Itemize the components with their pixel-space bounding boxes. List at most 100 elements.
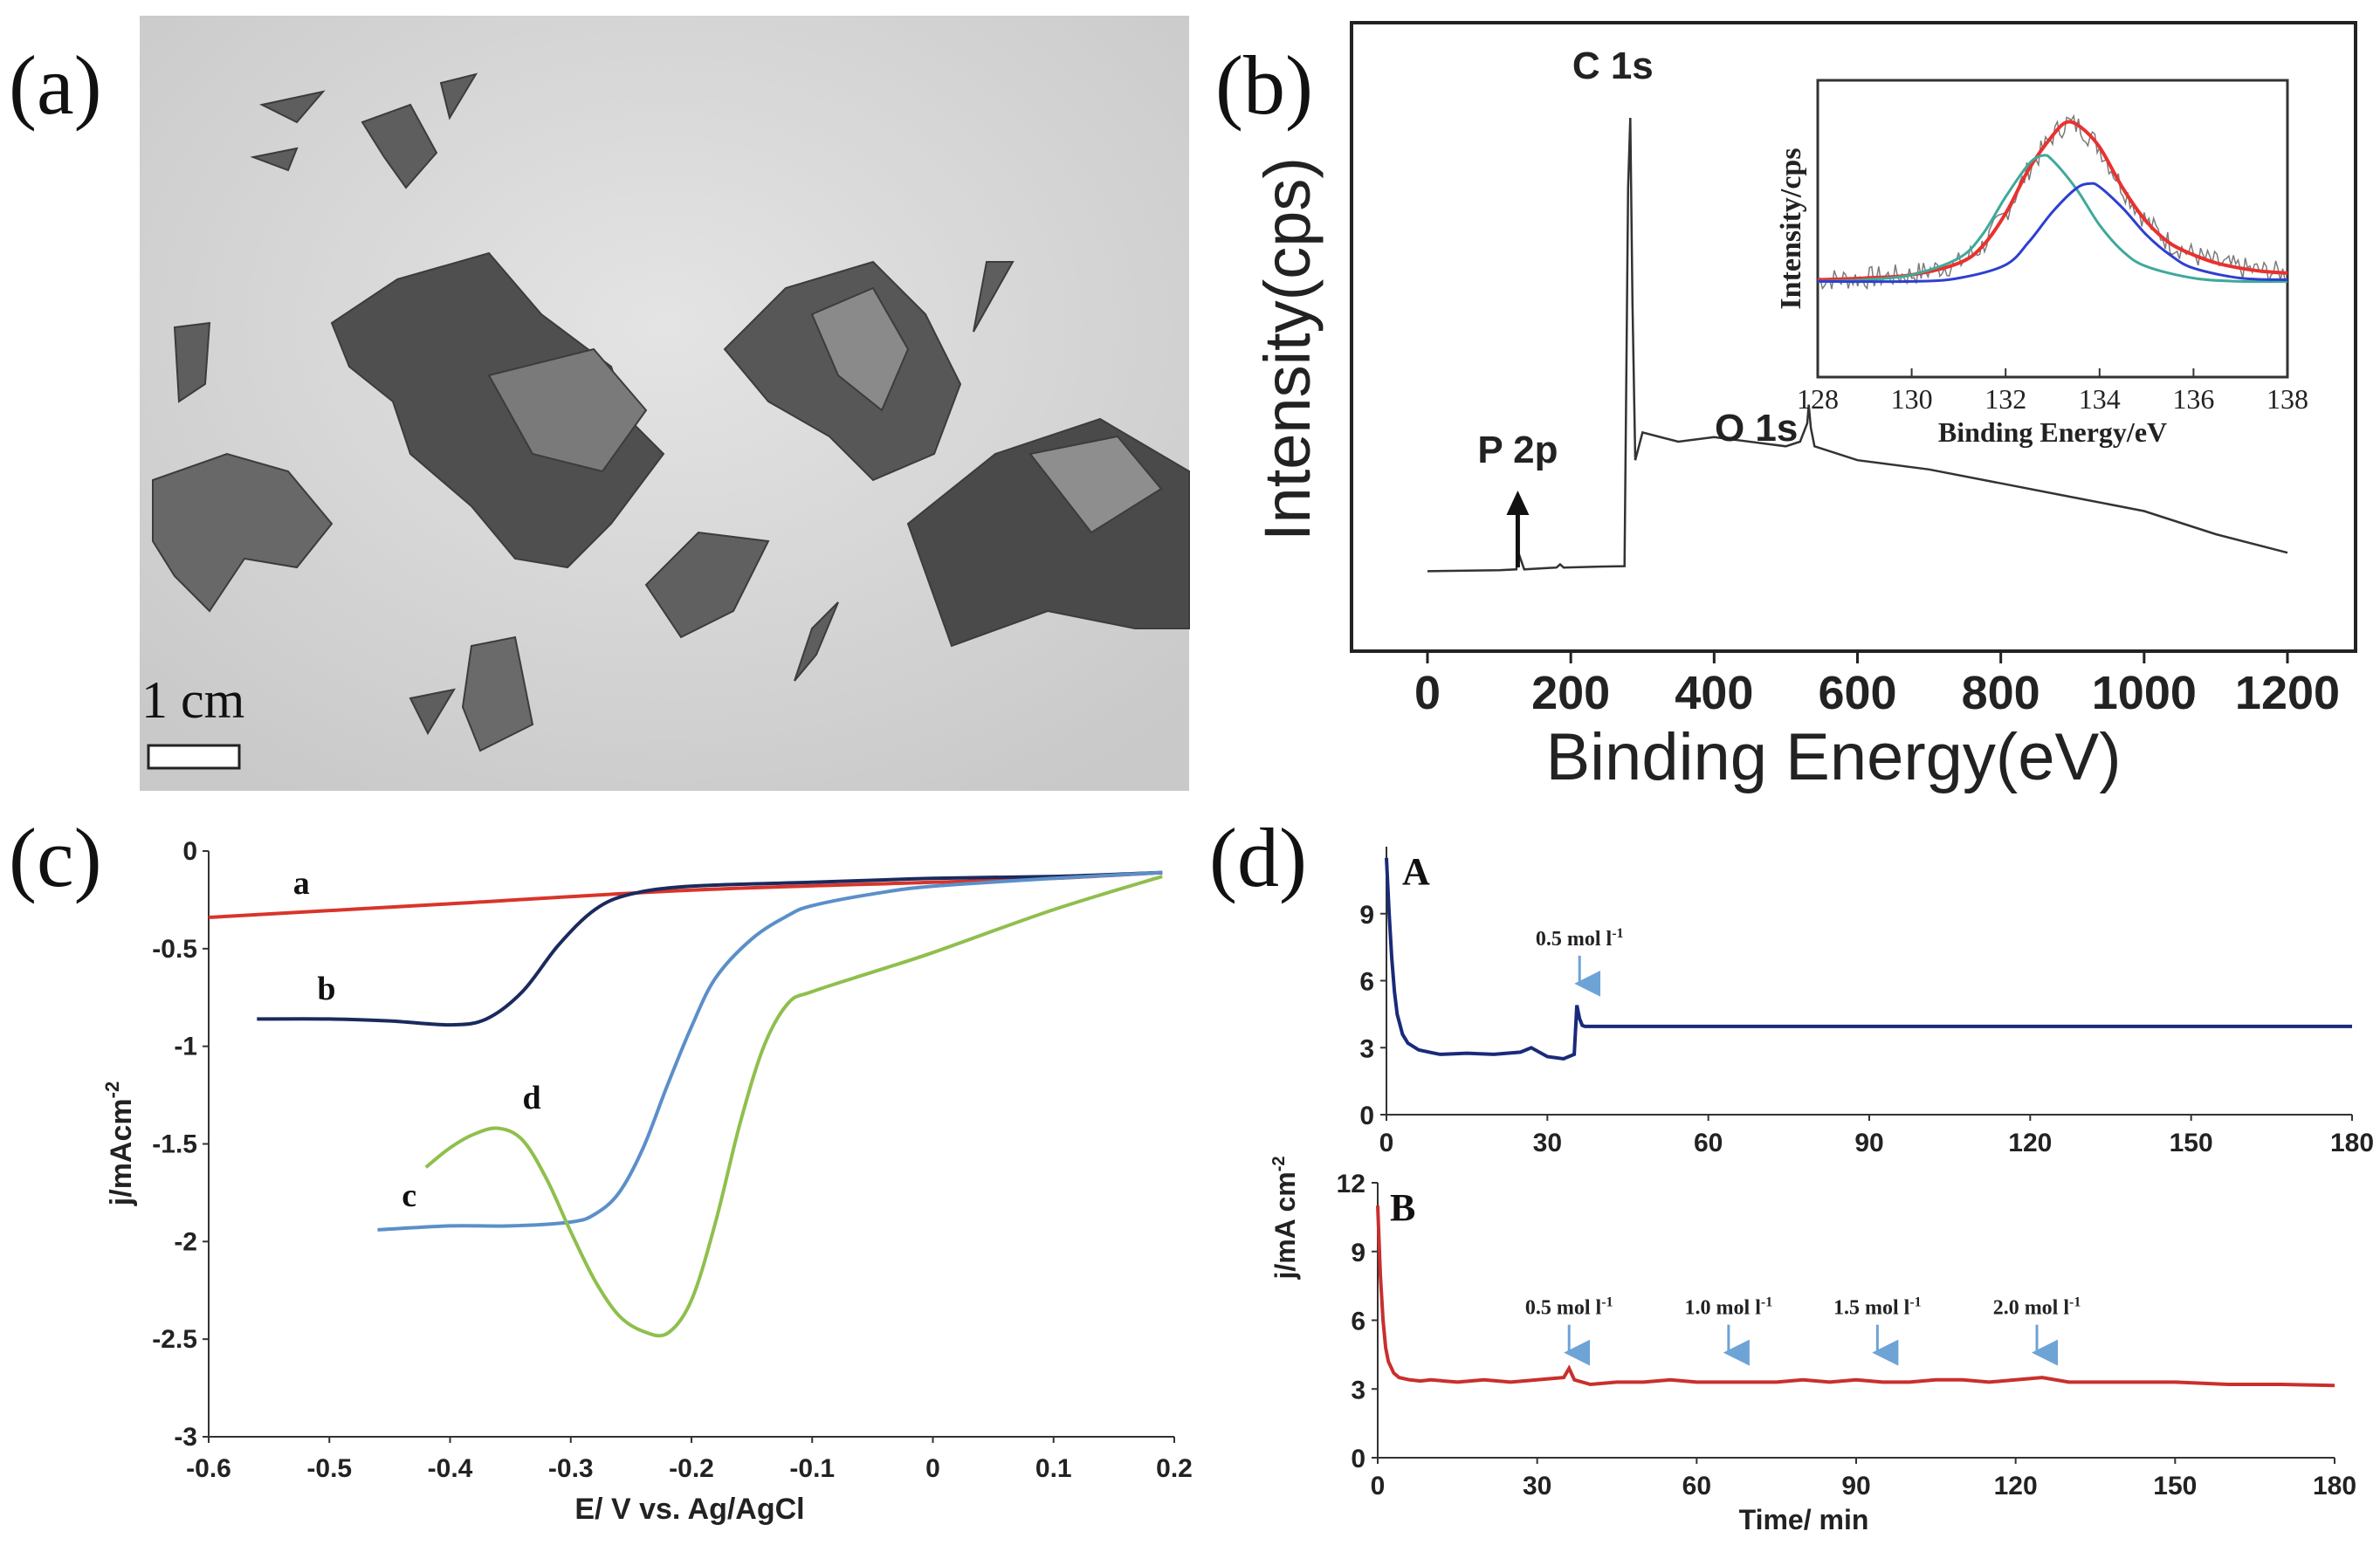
xps-inset-x-tick-label: 132 <box>1984 383 2026 415</box>
ca-y-label-text: j/mA cm <box>1269 1171 1301 1280</box>
xps-inset-envelope-line <box>1817 120 2288 282</box>
ca-a-y-tick-label: 0 <box>1359 1102 1374 1130</box>
ca-b-addition-markers: 0.5 mol l-1 1.0 mol l-1 1.5 mol l-1 2.0 mol… <box>1525 1295 2081 1366</box>
lsv-y-tick-label: -2.5 <box>152 1325 197 1354</box>
ca-y-axis-label: j/mA cm-2 <box>1269 1156 1301 1280</box>
xps-p2p-arrow <box>1506 491 1530 567</box>
xps-plot-frame <box>1350 21 2357 653</box>
xps-p2p-label: P 2p <box>1477 429 1558 471</box>
xps-c1s-label: C 1s <box>1572 45 1654 87</box>
lsv-x-ticks: -0.6 -0.5 -0.4 -0.3 -0.2 -0.1 0 0.1 0.2 <box>186 1437 1193 1483</box>
xps-x-tick-label: 400 <box>1675 667 1753 719</box>
lsv-y-axis-label: j/mAcm-2 <box>101 1082 138 1206</box>
ca-b-x-tick-label: 150 <box>2153 1472 2197 1500</box>
xps-inset-component-1-line <box>1817 154 2288 284</box>
lsv-x-tick-label: -0.6 <box>186 1454 231 1483</box>
xps-survey-line <box>1427 117 2288 573</box>
xps-inset-x-tick-label: 128 <box>1797 383 1839 415</box>
ca-a-x-tick-label: 0 <box>1379 1129 1394 1157</box>
ca-b-x-tick-label: 60 <box>1682 1472 1711 1500</box>
lsv-x-tick-label: 0 <box>925 1454 940 1483</box>
xps-y-axis-label: Intensity(cps) <box>1251 157 1324 541</box>
xps-x-tick-label: 0 <box>1414 667 1441 719</box>
lsv-x-tick-label: -0.5 <box>306 1454 352 1483</box>
lsv-label-a: a <box>293 865 310 902</box>
ca-a-x-tick-label: 180 <box>2330 1129 2374 1157</box>
xps-panel: Intensity(cps) Binding Energy(eV) 0 200 40… <box>1251 21 2357 794</box>
lsv-y-label-sup: -2 <box>101 1082 123 1099</box>
lsv-y-tick-label: 0 <box>182 837 197 866</box>
lsv-y-tick-label: -1.5 <box>152 1130 197 1159</box>
xps-inset-component-2-line <box>1817 182 2288 284</box>
lsv-label-b: b <box>317 971 335 1007</box>
xps-inset-x-tick-label: 138 <box>2267 383 2308 415</box>
xps-x-ticks: 0 200 400 600 800 1000 1200 <box>1414 651 2340 719</box>
lsv-x-tick-label: -0.1 <box>789 1454 835 1483</box>
xps-x-tick-label: 800 <box>1962 667 2040 719</box>
ca-a-addition-label: 0.5 mol l-1 <box>1536 926 1624 951</box>
graphene-film-flakes <box>152 72 1190 752</box>
ca-b-addition-label-sup: -1 <box>1909 1295 1921 1310</box>
xps-x-tick-label: 1000 <box>2092 667 2197 719</box>
lsv-curve-b <box>257 870 1163 1027</box>
ca-b-y-ticks: 0 3 6 9 12 <box>1337 1170 1378 1473</box>
panel-label-b: (b) <box>1215 38 1313 132</box>
xps-inset-x-tick-label: 130 <box>1891 383 1933 415</box>
lsv-panel: 0 -0.5 -1 -1.5 -2 -2.5 -3 -0.6 -0.5 -0.4 -0.3 -0.2… <box>101 837 1193 1526</box>
ca-b-addition-label: 0.5 mol l-1 <box>1525 1295 1613 1320</box>
lsv-label-d: d <box>522 1080 540 1116</box>
ca-b-addition-label-sup: -1 <box>1601 1295 1613 1310</box>
ca-x-axis-label: Time/ min <box>1739 1504 1869 1535</box>
xps-x-tick-label: 1200 <box>2235 667 2340 719</box>
ca-b-addition-label-sup: -1 <box>1761 1295 1772 1310</box>
ca-b-addition-label: 1.0 mol l-1 <box>1685 1295 1773 1320</box>
panel-label-d: (d) <box>1209 811 1307 904</box>
lsv-y-tick-label: -2 <box>174 1227 197 1256</box>
xps-inset-x-label: Binding Energy/eV <box>1938 416 2167 448</box>
lsv-curve-c <box>377 870 1163 1232</box>
ca-b-addition-label-sup: -1 <box>2069 1295 2081 1310</box>
lsv-x-tick-label: 0.2 <box>1156 1454 1193 1483</box>
ca-a-x-tick-label: 120 <box>2008 1129 2052 1157</box>
ca-a-addition-label-text: 0.5 mol l <box>1536 928 1613 951</box>
xps-inset-y-label: Intensity/cps <box>1775 148 1807 309</box>
lsv-x-tick-label: 0.1 <box>1035 1454 1072 1483</box>
ca-b-addition-label-text: 1.0 mol l <box>1685 1297 1762 1320</box>
ca-b-x-ticks: 0 30 60 90 120 150 180 <box>1371 1458 2356 1500</box>
ca-b-x-tick-label: 120 <box>1994 1472 2038 1500</box>
ca-b-y-tick-label: 12 <box>1337 1170 1365 1198</box>
ca-a-y-ticks: 0 3 6 9 <box>1359 901 1386 1130</box>
ca-a-x-ticks: 0 30 60 90 120 150 180 <box>1379 1115 2374 1157</box>
ca-b-x-tick-label: 180 <box>2313 1472 2356 1500</box>
ca-b-subplot-label: B <box>1390 1186 1415 1229</box>
ca-a-x-tick-label: 150 <box>2170 1129 2213 1157</box>
lsv-x-tick-label: -0.4 <box>428 1454 473 1483</box>
ca-b-y-tick-label: 6 <box>1351 1308 1365 1336</box>
ca-a-addition-markers: 0.5 mol l-1 <box>1536 926 1624 997</box>
scale-bar <box>147 744 241 770</box>
ca-b-y-tick-label: 3 <box>1351 1376 1365 1404</box>
ca-b-y-tick-label: 0 <box>1351 1445 1365 1473</box>
lsv-y-tick-label: -3 <box>174 1423 197 1452</box>
lsv-x-axis-label: E/ V vs. Ag/AgCl <box>574 1493 804 1526</box>
ca-a-y-tick-label: 3 <box>1359 1034 1374 1063</box>
lsv-y-tick-label: -1 <box>174 1033 197 1061</box>
photo-background <box>140 16 1189 791</box>
ca-b-addition-label: 2.0 mol l-1 <box>1993 1295 2081 1320</box>
ca-a-current-line <box>1385 857 2352 1061</box>
ca-b-addition-label: 1.5 mol l-1 <box>1833 1295 1922 1320</box>
ca-b-x-tick-label: 0 <box>1371 1472 1386 1500</box>
xps-inset-x-tick-label: 136 <box>2172 383 2214 415</box>
xps-inset-raw-data <box>1817 113 2287 291</box>
lsv-y-ticks: 0 -0.5 -1 -1.5 -2 -2.5 -3 <box>152 837 209 1452</box>
photo-panel: 1 cm <box>140 16 1190 791</box>
lsv-label-c: c <box>402 1178 416 1214</box>
ca-a-x-tick-label: 90 <box>1854 1129 1883 1157</box>
xps-x-axis-label: Binding Energy(eV) <box>1545 720 2121 794</box>
xps-x-tick-label: 200 <box>1531 667 1610 719</box>
lsv-y-label-text: j/mAcm <box>105 1098 138 1206</box>
xps-inset-frame <box>1816 79 2289 379</box>
scale-bar-label: 1 cm <box>141 671 244 729</box>
ca-a-x-tick-label: 60 <box>1694 1129 1723 1157</box>
